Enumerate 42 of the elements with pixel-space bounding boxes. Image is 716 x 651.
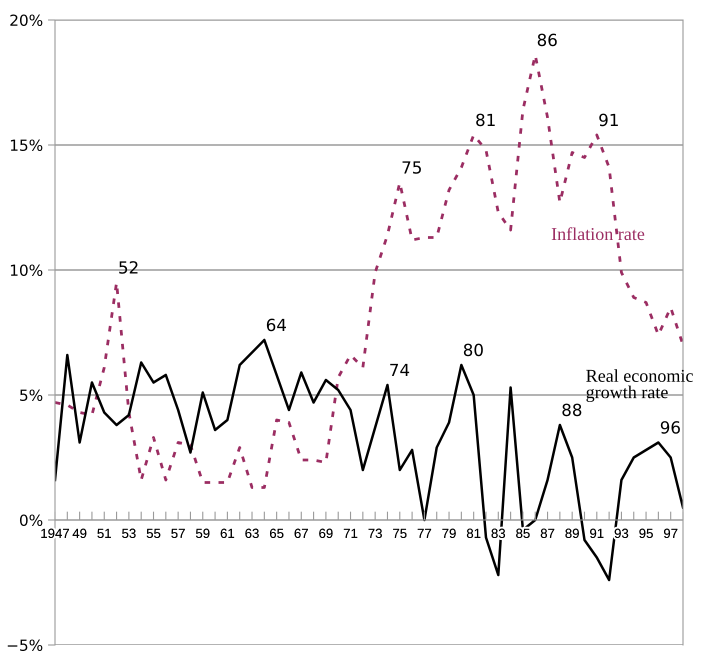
x-tick-label: 65 bbox=[270, 528, 284, 538]
x-tick-label: 67 bbox=[294, 528, 308, 538]
x-tick-label: 85 bbox=[516, 528, 530, 538]
series-label: Inflation rate bbox=[552, 227, 644, 240]
y-tick-label: 15% bbox=[10, 139, 42, 152]
x-tick-label: 69 bbox=[319, 528, 333, 538]
annotation: 88 bbox=[562, 404, 582, 416]
annotation: 74 bbox=[390, 364, 410, 376]
x-tick-label: 59 bbox=[196, 528, 210, 538]
x-tick-label: 51 bbox=[97, 528, 111, 538]
x-tick-label: 57 bbox=[171, 528, 185, 538]
y-tick-label: 20% bbox=[10, 14, 42, 26]
annotation: 96 bbox=[660, 421, 680, 434]
x-tick-label: 73 bbox=[368, 528, 382, 538]
x-tick-label: 77 bbox=[418, 528, 432, 538]
x-tick-label: 89 bbox=[565, 528, 579, 538]
y-tick-label: −5% bbox=[8, 639, 42, 651]
x-tick-label: 81 bbox=[466, 528, 480, 538]
x-tick-label: 61 bbox=[220, 528, 234, 538]
x-tick-label: 95 bbox=[639, 528, 653, 538]
x-tick-label: 49 bbox=[72, 528, 86, 538]
x-tick-label: 53 bbox=[122, 528, 136, 538]
y-tick-label: 0% bbox=[20, 514, 42, 526]
annotation: 81 bbox=[476, 114, 495, 126]
x-tick-label: 91 bbox=[590, 528, 604, 538]
y-tick-label: 10% bbox=[10, 264, 42, 276]
annotation: 75 bbox=[402, 161, 421, 174]
series-label: Real economic growth rate bbox=[586, 369, 693, 402]
x-tick-label: 87 bbox=[540, 528, 554, 538]
annotation: 91 bbox=[599, 114, 618, 126]
annotation: 52 bbox=[119, 261, 138, 274]
x-tick-label: 97 bbox=[664, 528, 678, 538]
annotation: 80 bbox=[464, 344, 483, 356]
annotation: 64 bbox=[266, 318, 286, 332]
x-tick-label: 75 bbox=[393, 528, 407, 538]
x-tick-label: 1947 bbox=[41, 528, 70, 538]
x-tick-label: 71 bbox=[344, 528, 358, 538]
y-tick-label: 5% bbox=[20, 389, 42, 402]
x-tick-label: 63 bbox=[245, 528, 259, 538]
x-tick-label: 79 bbox=[442, 528, 456, 538]
x-tick-label: 55 bbox=[146, 528, 160, 538]
annotation: 86 bbox=[538, 34, 557, 46]
